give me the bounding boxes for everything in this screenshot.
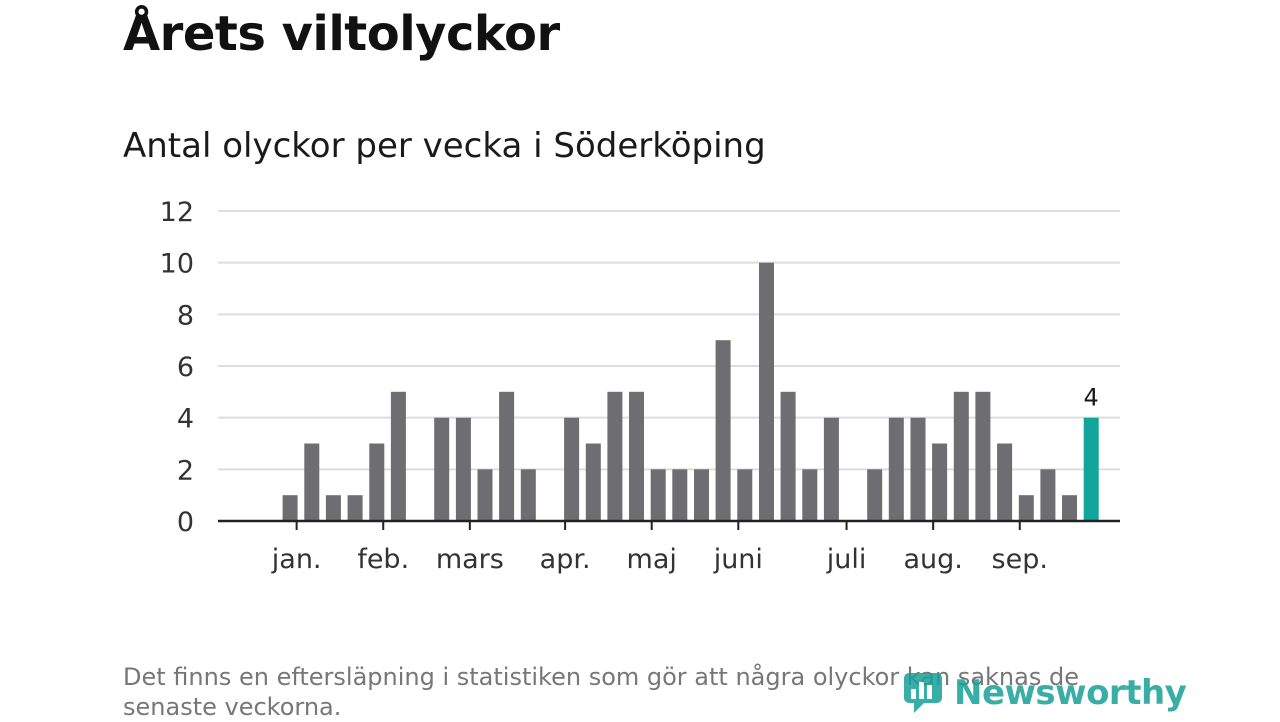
bar	[1040, 469, 1056, 521]
newsworthy-logo[interactable]: Newsworthy	[902, 668, 1187, 718]
data-label-highlight: 4	[1084, 384, 1099, 412]
y-tick-label: 8	[177, 300, 194, 331]
bar	[759, 262, 774, 521]
bar	[282, 495, 298, 521]
x-tick-label: juni	[713, 544, 763, 575]
x-tick-label: jan.	[271, 544, 322, 575]
bar	[629, 391, 644, 521]
bar	[607, 391, 623, 521]
x-tick-label: apr.	[540, 544, 591, 575]
y-axis-ticks: 0 2 4 6 8 10 12	[160, 197, 194, 538]
bar	[564, 417, 580, 521]
bar	[953, 391, 969, 521]
bar	[737, 469, 753, 521]
bar	[390, 391, 406, 521]
y-tick-label: 10	[160, 249, 194, 280]
data-labels: 4	[1084, 384, 1099, 412]
bar	[347, 495, 363, 521]
chart-subtitle: Antal olyckor per vecka i Söderköping	[123, 126, 766, 166]
y-tick-label: 6	[177, 352, 194, 383]
bar	[672, 469, 688, 521]
x-tick-label: juli	[826, 544, 867, 575]
gridlines	[218, 210, 1120, 471]
newsworthy-logo-icon	[904, 673, 942, 713]
x-tick-label: mars	[436, 544, 504, 575]
bar	[434, 417, 450, 521]
bar	[997, 443, 1013, 521]
bar	[802, 469, 818, 521]
bar	[455, 417, 471, 521]
bar	[1062, 495, 1077, 521]
y-tick-label: 4	[177, 404, 194, 435]
bar	[932, 443, 948, 521]
x-tick-label: feb.	[357, 544, 409, 575]
x-tick-label: maj	[627, 544, 677, 575]
x-axis-ticks: jan. feb. mars apr. maj juni juli aug. sep.	[271, 521, 1048, 575]
y-tick-label: 0	[177, 507, 194, 538]
bar	[1018, 495, 1034, 521]
bar-highlight	[1083, 417, 1099, 521]
bar	[520, 469, 536, 521]
x-tick-label: sep.	[992, 544, 1048, 575]
y-tick-label: 2	[177, 455, 194, 486]
bar	[694, 469, 709, 521]
bar	[867, 469, 883, 521]
x-tick-label: aug.	[903, 544, 962, 575]
bar	[304, 443, 320, 521]
bars	[282, 262, 1099, 521]
bar	[499, 391, 515, 521]
bar	[585, 443, 601, 521]
bar	[477, 469, 493, 521]
bar	[910, 417, 926, 521]
bar	[650, 469, 666, 521]
newsworthy-logo-text: Newsworthy	[954, 673, 1187, 713]
bar	[715, 340, 731, 521]
bar	[780, 391, 796, 521]
chart-title: Årets viltolyckor	[123, 6, 560, 62]
bar	[823, 417, 839, 521]
y-tick-label: 12	[160, 197, 194, 228]
bar	[369, 443, 385, 521]
bar	[888, 417, 904, 521]
bar	[325, 495, 341, 521]
bar	[975, 391, 991, 521]
